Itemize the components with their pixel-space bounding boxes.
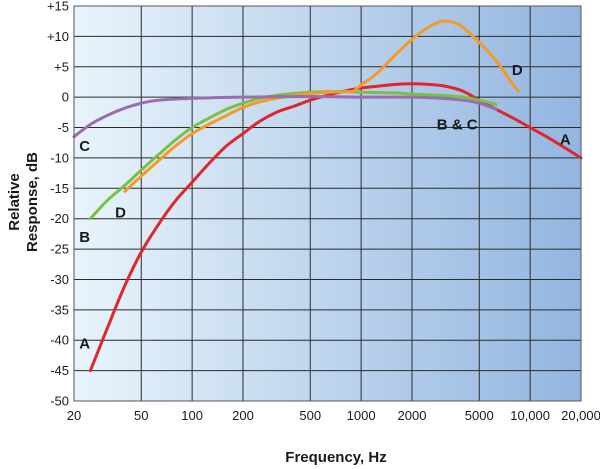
y-tick-label: 0 [62, 90, 69, 105]
series-d-line [123, 19, 520, 193]
y-tick-label: -40 [50, 333, 69, 348]
x-tick-label: 20 [67, 408, 81, 423]
curve-label-a: A [560, 132, 571, 149]
curve-label-d: D [512, 62, 523, 79]
x-axis-title: Frequency, Hz [285, 449, 386, 466]
x-tick-label: 1000 [347, 408, 376, 423]
curve-label-c: C [79, 138, 90, 155]
y-axis-title-line-1: Relative [6, 173, 23, 231]
curve-label-a: A [79, 335, 90, 352]
x-tick-label: 10,000 [510, 408, 550, 423]
curve-label-d: D [115, 205, 126, 222]
y-tick-label: -20 [50, 211, 69, 226]
series-group [72, 19, 583, 373]
x-tick-label: 20,000 [561, 408, 600, 423]
y-axis-ticks: +15 +10 +5 0 -5 -10 -15 -20 -25 -30 -35 -40 -45 -50 [47, 0, 69, 409]
y-tick-label: -50 [50, 394, 69, 409]
y-axis-title: Relative Response, dB [6, 152, 41, 252]
x-tick-label: 100 [181, 408, 203, 423]
y-tick-label: -30 [50, 272, 69, 287]
x-tick-label: 5000 [465, 408, 494, 423]
x-tick-label: 2000 [398, 408, 427, 423]
y-tick-label: -5 [57, 120, 69, 135]
y-tick-label: -45 [50, 363, 69, 378]
curve-labels: A A B C D D B & C [79, 62, 571, 352]
x-tick-label: 500 [299, 408, 321, 423]
series-c-line [72, 95, 498, 139]
y-axis-title-line-2: Response, dB [24, 152, 41, 252]
y-tick-label: -25 [50, 242, 69, 257]
y-tick-label: -10 [50, 150, 69, 165]
curve-label-b-c: B & C [437, 117, 478, 134]
x-axis-ticks: 20 50 100 200 500 1000 2000 5000 10,000 20,000 [67, 408, 600, 423]
y-tick-label: -35 [50, 302, 69, 317]
x-tick-label: 200 [232, 408, 254, 423]
x-tick-label: 50 [134, 408, 148, 423]
y-tick-label: +5 [54, 59, 69, 74]
curve-label-b: B [79, 229, 90, 246]
y-tick-label: -15 [50, 181, 69, 196]
y-tick-label: +10 [47, 29, 69, 44]
plot-background [74, 6, 581, 401]
plot-frame [73, 5, 582, 402]
y-tick-label: +15 [47, 0, 69, 14]
